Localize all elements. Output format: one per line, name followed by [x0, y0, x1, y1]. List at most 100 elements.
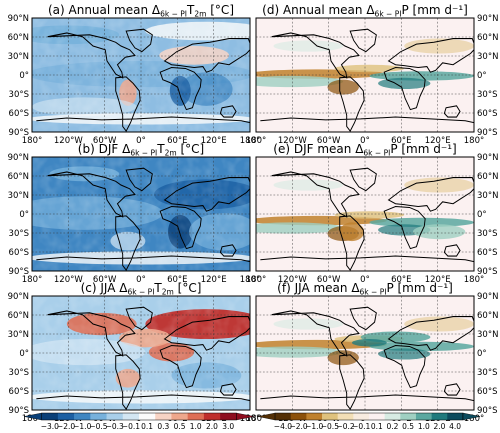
precip-colorbar-tick-label: 2.0 — [433, 422, 445, 431]
lon-tick-label: 180° — [246, 275, 266, 285]
panel-b: (b) DJF Δ6k − PIT2m [°C] 90°N 60°N 30°N 0° 30… — [8, 142, 261, 285]
lon-tick-label: 120°W — [278, 275, 307, 285]
lat-tick-label: 90°S — [477, 406, 497, 416]
temp-colorbar-segment — [41, 413, 59, 420]
lat-tick-label: 30°N — [8, 52, 29, 62]
panel-d-title: (d) Annual mean Δ6k − PIP [mm d⁻¹] — [262, 3, 468, 19]
lon-tick-label: 180° — [464, 136, 484, 146]
temp-colorbar-segment — [171, 413, 188, 420]
lat-tick-label: 60°S — [477, 109, 497, 119]
panel-frame — [255, 17, 475, 133]
panel-frame — [31, 295, 251, 411]
temp-colorbar-segment — [139, 413, 156, 420]
lat-tick-label: 60°N — [477, 172, 498, 182]
precip-colorbar-segment — [337, 413, 354, 420]
lat-tick-label: 0° — [19, 71, 29, 81]
lon-tick-label: 0° — [136, 136, 146, 146]
precip-colorbar-tick-label: 1.0 — [418, 422, 430, 431]
precip-colorbar-tick-label: −0.5 — [321, 422, 339, 431]
precip-colorbar-tick-label: 0.5 — [402, 422, 414, 431]
lon-tick-label: 120°E — [201, 136, 227, 146]
lon-tick-label: 120°W — [54, 136, 83, 146]
panel-c-map — [32, 296, 250, 410]
lat-tick-label: 90°S — [477, 267, 497, 277]
temp-colorbar-segment — [155, 413, 172, 420]
lat-tick-label: 60°S — [477, 387, 497, 397]
temp-colorbar-tick-label: −2.0 — [57, 422, 75, 431]
lon-tick-label: 60°E — [167, 136, 187, 146]
panel-f-title: (f) JJA mean Δ6k − PIP [mm d⁻¹] — [277, 281, 453, 297]
panel-d: (d) Annual mean Δ6k − PIP [mm d⁻¹] 90°N 60… — [246, 3, 499, 146]
lat-tick-label: 30°N — [8, 330, 29, 340]
temp-colorbar-tick-label: 2.0 — [206, 422, 218, 431]
lon-tick-label: 180° — [246, 414, 266, 424]
lat-tick-label: 90°N — [8, 14, 29, 24]
lon-tick-label: 0° — [136, 275, 146, 285]
temp-colorbar-segment — [90, 413, 107, 420]
lat-tick-label: 90°N — [8, 153, 29, 163]
lat-tick-label: 60°N — [8, 311, 29, 321]
precip-colorbar-segment — [290, 413, 307, 420]
panel-f-map — [256, 296, 474, 410]
lat-tick-label: 60°N — [8, 33, 29, 43]
panel-e-title: (e) DJF mean Δ6k − PIP [mm d⁻¹] — [273, 142, 456, 158]
lat-tick-label: 0° — [477, 71, 487, 81]
lon-tick-label: 60°W — [317, 136, 341, 146]
precip-colorbar-segment — [353, 413, 370, 420]
lat-tick-label: 30°S — [9, 90, 29, 100]
temp-colorbar-tick-label: −0.1 — [122, 422, 140, 431]
panel-frame — [255, 295, 475, 411]
lon-tick-label: 60°W — [317, 275, 341, 285]
lat-tick-label: 30°N — [477, 191, 498, 201]
precip-colorbar-tick-label: −0.1 — [352, 422, 370, 431]
lat-tick-label: 60°N — [477, 311, 498, 321]
precip-colorbar-segment — [415, 413, 432, 420]
lat-tick-label: 60°S — [9, 109, 29, 119]
lat-tick-label: 90°N — [477, 292, 498, 302]
precip-colorbar-segment — [369, 413, 385, 420]
lat-tick-label: 60°N — [8, 172, 29, 182]
temp-colorbar-tick-label: 1.0 — [190, 422, 202, 431]
lon-tick-label: 60°E — [391, 136, 411, 146]
panel-c: (c) JJA Δ6k − PIT2m [°C] 90°N 60°N 30°N 0° 30… — [8, 281, 261, 424]
temp-colorbar-tick-label: 3.0 — [222, 422, 234, 431]
precip-colorbar-segment — [384, 413, 401, 420]
temp-colorbar-tick-label: 0.3 — [157, 422, 169, 431]
panel-a-map — [32, 18, 250, 132]
precip-colorbar-segment — [306, 413, 323, 420]
precip-colorbar-segment — [431, 413, 448, 420]
temp-colorbar-segment — [57, 413, 75, 420]
temp-colorbar-tick-label: −3.0 — [41, 422, 59, 431]
panel-b-title: (b) DJF Δ6k − PIT2m [°C] — [78, 142, 204, 158]
precip-colorbar-segment — [275, 413, 292, 420]
lat-tick-label: 90°S — [9, 406, 29, 416]
lon-tick-label: 180° — [22, 275, 42, 285]
lon-tick-label: 180° — [464, 414, 484, 424]
lat-tick-label: 30°S — [9, 229, 29, 239]
lat-tick-label: 30°N — [8, 191, 29, 201]
lat-tick-label: 30°S — [477, 229, 497, 239]
lon-tick-label: 60°W — [93, 275, 117, 285]
panels-layer: (a) Annual mean Δ6k − PIT2m [°C] 90°N 60°N… — [8, 3, 499, 424]
panel-f: (f) JJA mean Δ6k − PIP [mm d⁻¹] 90°N 60°N 3… — [246, 281, 499, 424]
precip-colorbar-segment — [400, 413, 417, 420]
panel-d-map — [256, 18, 474, 132]
precip-colorbar-tick-label: −1.0 — [305, 422, 323, 431]
lat-tick-label: 60°S — [9, 248, 29, 258]
temp-colorbar-tick-label: −1.0 — [73, 422, 91, 431]
panel-c-title: (c) JJA Δ6k − PIT2m [°C] — [81, 281, 202, 297]
lon-tick-label: 120°E — [201, 275, 227, 285]
lat-tick-label: 90°N — [477, 153, 498, 163]
lon-tick-label: 180° — [240, 275, 260, 285]
temp-colorbar-segment — [220, 413, 237, 420]
lon-tick-label: 0° — [360, 136, 370, 146]
lon-tick-label: 180° — [240, 414, 260, 424]
precip-colorbar-tick-label: 4.0 — [449, 422, 461, 431]
lat-tick-label: 30°N — [477, 330, 498, 340]
lon-tick-label: 180° — [22, 414, 42, 424]
panel-frame — [255, 156, 475, 272]
lat-tick-label: 0° — [477, 349, 487, 359]
panel-a: (a) Annual mean Δ6k − PIT2m [°C] 90°N 60°N… — [8, 3, 261, 146]
lat-tick-label: 0° — [19, 210, 29, 220]
